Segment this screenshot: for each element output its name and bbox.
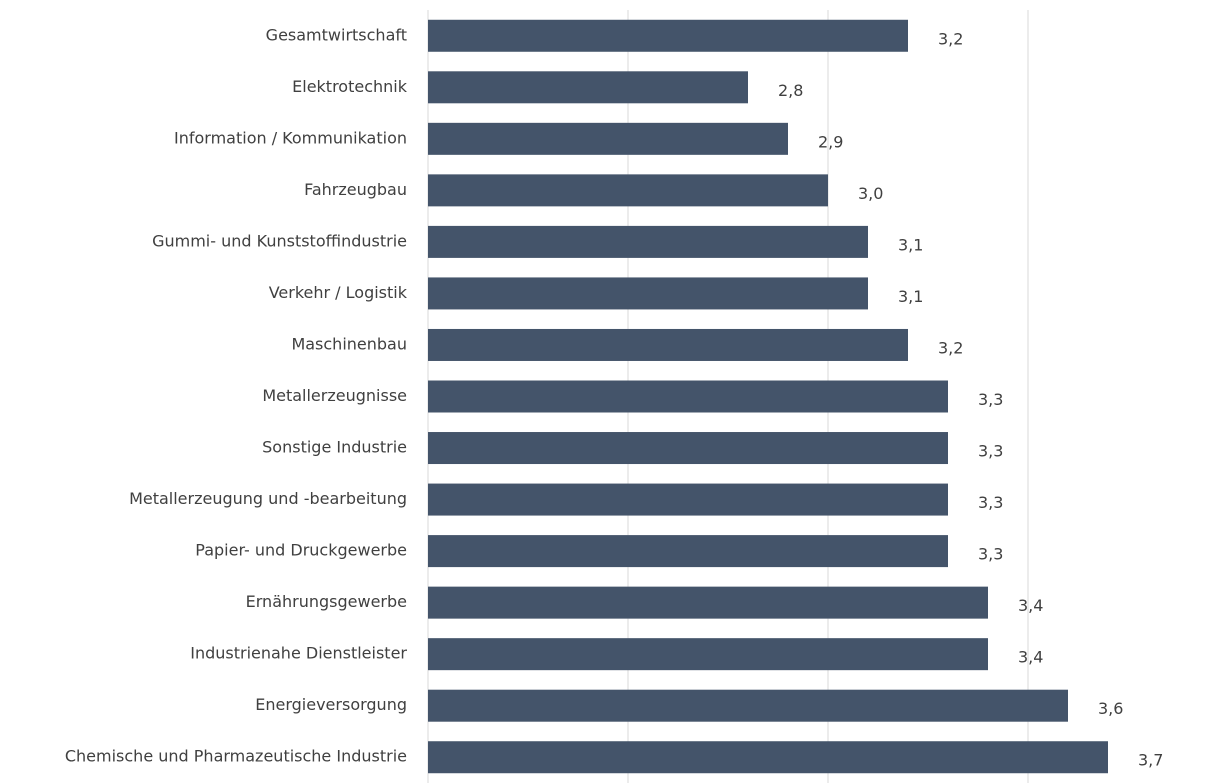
bar — [428, 19, 908, 52]
bar — [428, 586, 988, 619]
bar — [428, 225, 868, 258]
y-tick-label: Fahrzeugbau — [304, 180, 407, 199]
value-label: 3,1 — [898, 235, 923, 254]
value-label: 3,2 — [938, 29, 963, 48]
y-tick-label: Elektrotechnik — [292, 77, 408, 96]
y-tick-label: Metallerzeugung und -bearbeitung — [129, 489, 407, 508]
y-tick-label: Maschinenbau — [291, 334, 407, 353]
bar — [428, 328, 908, 361]
value-label: 3,3 — [978, 493, 1003, 512]
y-tick-label: Gesamtwirtschaft — [266, 25, 407, 44]
value-label: 3,4 — [1018, 648, 1043, 667]
value-label: 3,7 — [1138, 751, 1163, 770]
y-tick-label: Ernährungsgewerbe — [246, 592, 407, 611]
bar — [428, 380, 948, 413]
bar — [428, 741, 1108, 774]
bar — [428, 432, 948, 465]
y-tick-label: Industrienahe Dienstleister — [190, 644, 407, 663]
value-label: 3,6 — [1098, 699, 1123, 718]
bar — [428, 689, 1068, 722]
bar — [428, 71, 748, 104]
y-tick-label: Verkehr / Logistik — [269, 283, 408, 302]
value-label: 3,3 — [978, 390, 1003, 409]
value-label: 2,9 — [818, 132, 843, 151]
bar — [428, 174, 828, 207]
bar — [428, 638, 988, 671]
value-label: 3,3 — [978, 442, 1003, 461]
value-label: 3,3 — [978, 545, 1003, 564]
bar — [428, 122, 788, 155]
bar — [428, 483, 948, 516]
y-tick-label: Information / Kommunikation — [174, 128, 407, 147]
y-tick-label: Chemische und Pharmazeutische Industrie — [65, 747, 407, 766]
value-label: 2,8 — [778, 81, 803, 100]
value-label: 3,0 — [858, 184, 883, 203]
value-label: 3,4 — [1018, 596, 1043, 615]
bar — [428, 277, 868, 310]
y-tick-label: Gummi- und Kunststoffindustrie — [152, 231, 407, 250]
y-tick-label: Energieversorgung — [255, 695, 407, 714]
value-label: 3,2 — [938, 338, 963, 357]
y-tick-label: Metallerzeugnisse — [262, 386, 407, 405]
bar — [428, 535, 948, 568]
y-tick-label: Papier- und Druckgewerbe — [195, 541, 407, 560]
y-tick-label: Sonstige Industrie — [262, 438, 407, 457]
value-label: 3,1 — [898, 287, 923, 306]
